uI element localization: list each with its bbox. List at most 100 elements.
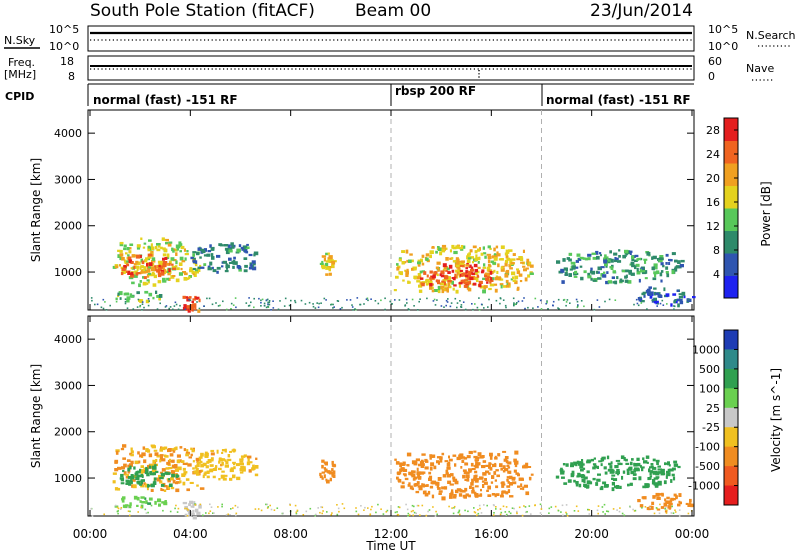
echo-cell [517,473,520,477]
echo-cell [140,473,143,478]
echo-cell [644,260,647,264]
time-tick-label: 04:00 [173,527,208,541]
echo-region [119,464,180,488]
echo-cell [133,466,136,470]
echo-cell [439,458,443,463]
echo-cell [479,247,481,251]
echo-cell [168,448,172,452]
velocity-colorbar-swatch [724,407,738,428]
scatter-cell [206,297,208,300]
echo-cell [125,476,128,479]
scatter-cell [408,514,411,516]
scatter-cell [175,303,178,306]
echo-cell [148,465,152,469]
echo-cell [460,466,463,469]
scatter-cell [451,507,453,509]
scatter-cell [174,301,177,304]
scatter-cell [521,300,524,302]
echo-cell [474,478,478,481]
scatter-cell [502,299,505,301]
echo-cell [331,460,334,465]
echo-cell [224,247,230,251]
echo-cell [437,477,442,481]
velocity-colorbar-swatch [724,368,738,389]
echo-cell [508,263,512,268]
power-colorbar-tick-label: 24 [706,148,720,161]
echo-region [182,500,202,520]
echo-cell [200,452,204,457]
echo-cell [400,485,405,489]
scatter-cell [173,305,176,307]
scatter-cell [225,514,228,516]
echo-cell [210,247,215,251]
scatter-cell [493,512,495,514]
echo-cell [618,249,621,252]
scatter-cell [295,512,298,515]
echo-cell [127,476,133,479]
echo-cell [657,493,662,496]
echo-cell [478,476,484,480]
echo-cell [624,275,627,279]
echo-cell [671,252,676,256]
echo-cell [489,280,492,284]
echo-cell [255,457,258,460]
echo-cell [396,266,400,271]
echo-cell [119,249,123,253]
echo-cell [152,296,155,300]
echo-cell [610,267,614,270]
echo-cell [592,477,596,481]
scatter-cell [312,305,315,308]
scatter-cell [665,512,668,514]
echo-cell [127,272,132,275]
echo-cell [466,273,471,277]
scatter-cell [312,303,314,305]
scatter-cell [279,300,281,302]
scatter-cell [604,513,606,515]
echo-cell [156,265,160,268]
scatter-cell [176,511,179,513]
scatter-cell [457,511,460,514]
echo-cell [147,245,151,249]
scatter-cell [199,503,202,506]
echo-cell [624,279,629,283]
echo-cell [120,272,124,276]
echo-cell [488,466,492,469]
scatter-cell [354,308,356,310]
echo-cell [643,460,648,464]
echo-cell [140,269,143,274]
scatter-cell [511,507,514,509]
velocity-colorbar-frame [723,329,739,506]
scatter-cell [445,299,448,302]
echo-cell [578,257,582,261]
echo-cell [469,256,474,259]
scatter-cell [477,512,480,515]
echo-cell [437,461,440,465]
echo-cell [486,272,490,277]
scatter-cell [596,509,599,512]
echo-cell [520,261,524,264]
echo-cell [604,262,608,267]
echo-cell [442,288,446,291]
scatter-cell [405,298,408,301]
echo-cell [157,243,161,246]
echo-cell [514,275,519,280]
echo-cell [126,298,130,303]
echo-cell [145,299,150,304]
scatter-cell [637,304,640,307]
echo-cell [463,284,468,288]
echo-region [115,253,177,280]
scatter-cell [172,308,174,311]
echo-cell [639,504,644,508]
echo-cell [436,261,441,265]
scatter-cell [250,301,252,304]
echo-cell [327,259,332,262]
scatter-cell [577,304,579,306]
echo-cell [611,477,614,480]
echo-cell [649,506,654,510]
echo-cell [419,270,423,274]
echo-cell [614,465,619,469]
scatter-cell [411,504,414,507]
echo-cell [148,453,153,458]
echo-cell [176,477,181,480]
